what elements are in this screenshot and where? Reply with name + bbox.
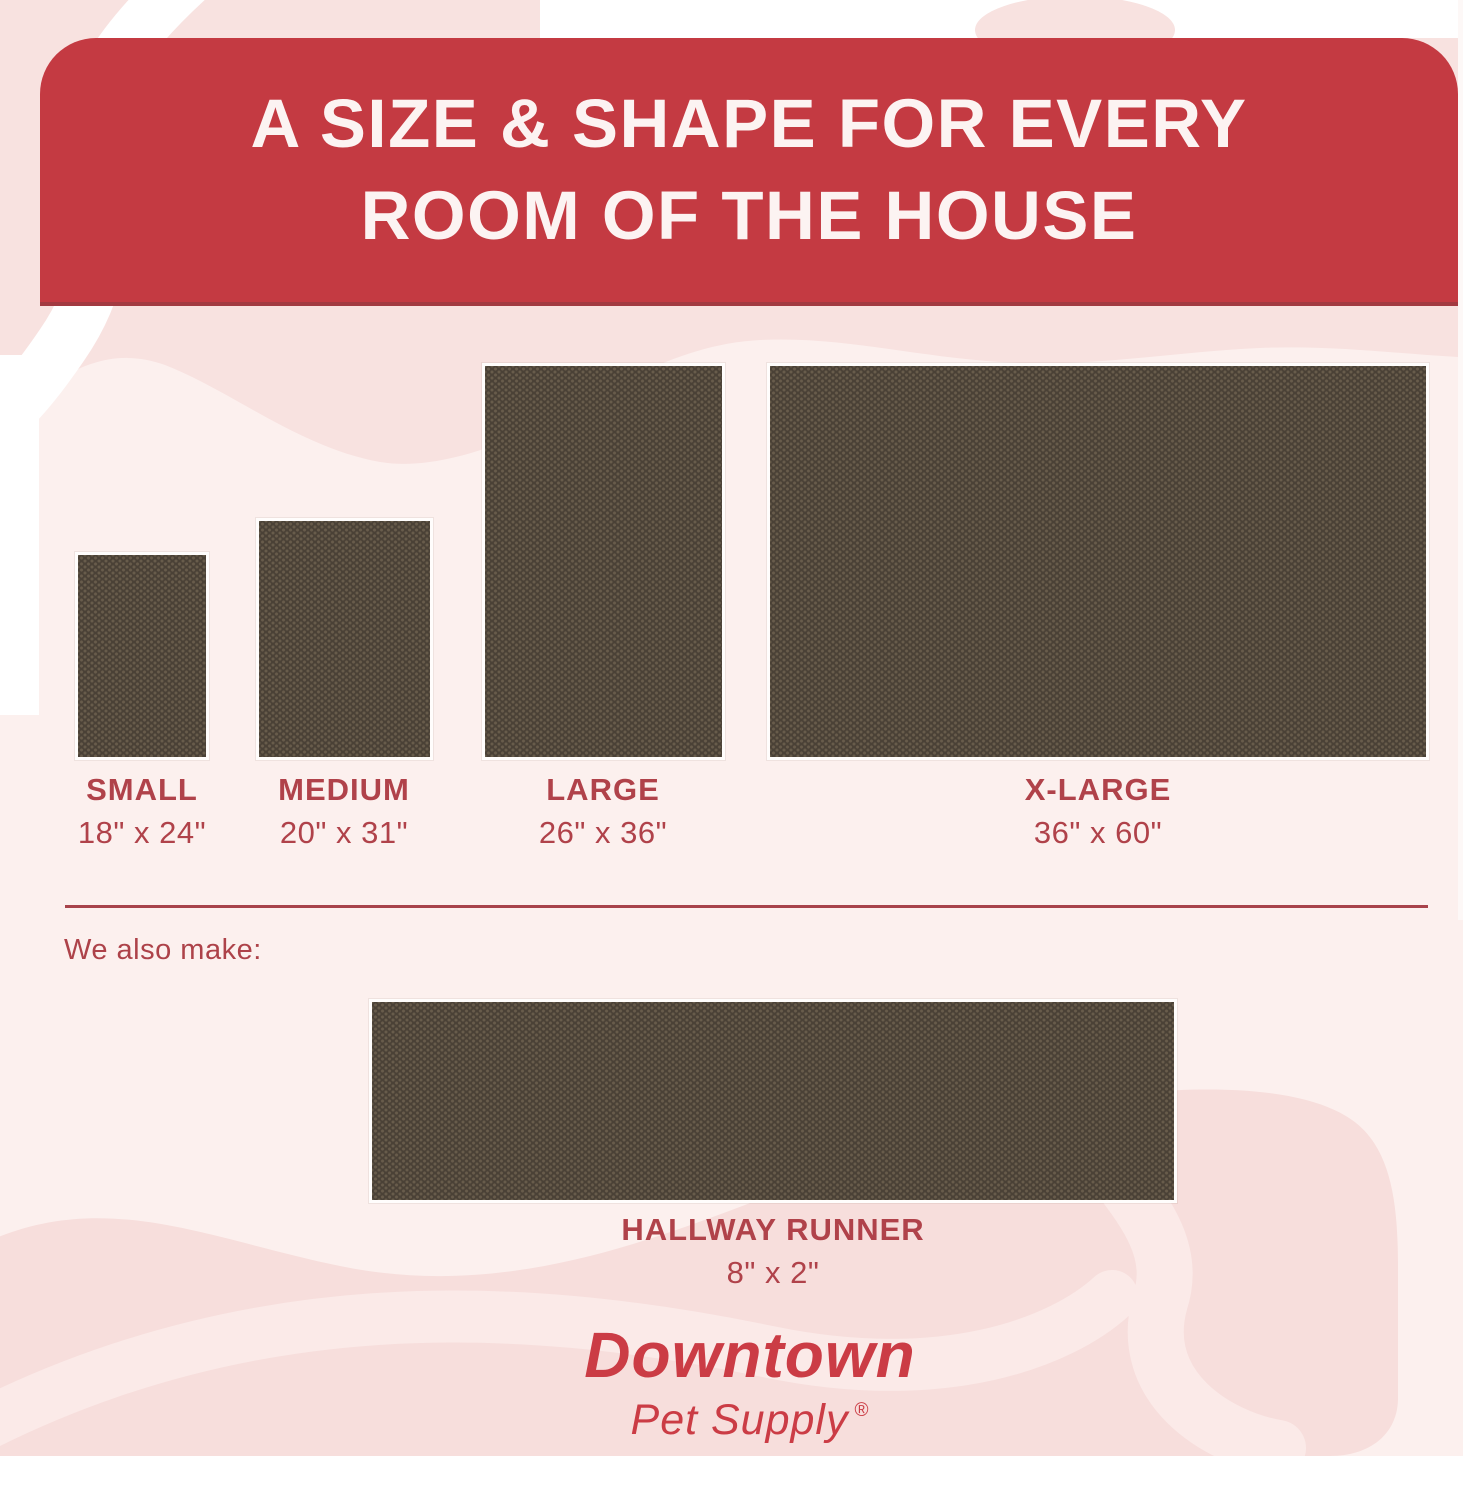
size-name: SMALL bbox=[86, 772, 198, 807]
brand-logo: Downtown Pet Supply ® bbox=[550, 1318, 950, 1445]
size-name: MEDIUM bbox=[278, 772, 410, 807]
size-label-hallway-runner: HALLWAY RUNNER 8" x 2" bbox=[573, 1212, 973, 1291]
title-line-1: A SIZE & SHAPE FOR EVERY bbox=[250, 85, 1248, 162]
rug-swatch-hallway-runner bbox=[369, 999, 1177, 1203]
brand-subtitle: Pet Supply ® bbox=[550, 1396, 950, 1445]
size-label-medium: MEDIUM 20" x 31" bbox=[234, 772, 454, 851]
section-divider bbox=[65, 905, 1428, 908]
registered-trademark-mark: ® bbox=[854, 1400, 870, 1421]
rug-swatch-medium bbox=[256, 518, 433, 760]
size-label-small: SMALL 18" x 24" bbox=[32, 772, 252, 851]
size-name: LARGE bbox=[546, 772, 660, 807]
header-banner: A SIZE & SHAPE FOR EVERY ROOM OF THE HOU… bbox=[40, 38, 1458, 306]
rug-swatch-large bbox=[482, 363, 725, 760]
also-make-note: We also make: bbox=[64, 934, 262, 966]
right-white-sliver bbox=[1458, 0, 1463, 920]
size-label-xlarge: X-LARGE 36" x 60" bbox=[988, 772, 1208, 851]
size-dimensions: 8" x 2" bbox=[726, 1255, 820, 1290]
size-name: X-LARGE bbox=[1024, 772, 1172, 807]
size-name: HALLWAY RUNNER bbox=[621, 1212, 925, 1247]
size-dimensions: 20" x 31" bbox=[279, 815, 409, 850]
rug-swatch-xlarge bbox=[767, 363, 1429, 760]
size-dimensions: 18" x 24" bbox=[77, 815, 207, 850]
brand-name: Downtown bbox=[584, 1319, 916, 1391]
size-dimensions: 36" x 60" bbox=[1033, 815, 1163, 850]
bottom-white-strip bbox=[0, 1456, 1463, 1500]
rug-swatch-small bbox=[75, 552, 209, 760]
title-line-2: ROOM OF THE HOUSE bbox=[360, 177, 1138, 254]
size-dimensions: 26" x 36" bbox=[538, 815, 668, 850]
page-title: A SIZE & SHAPE FOR EVERY ROOM OF THE HOU… bbox=[250, 78, 1247, 262]
size-label-large: LARGE 26" x 36" bbox=[493, 772, 713, 851]
brand-subtitle-text: Pet Supply bbox=[630, 1396, 849, 1444]
bottom-light-swoosh bbox=[0, 1270, 1138, 1447]
